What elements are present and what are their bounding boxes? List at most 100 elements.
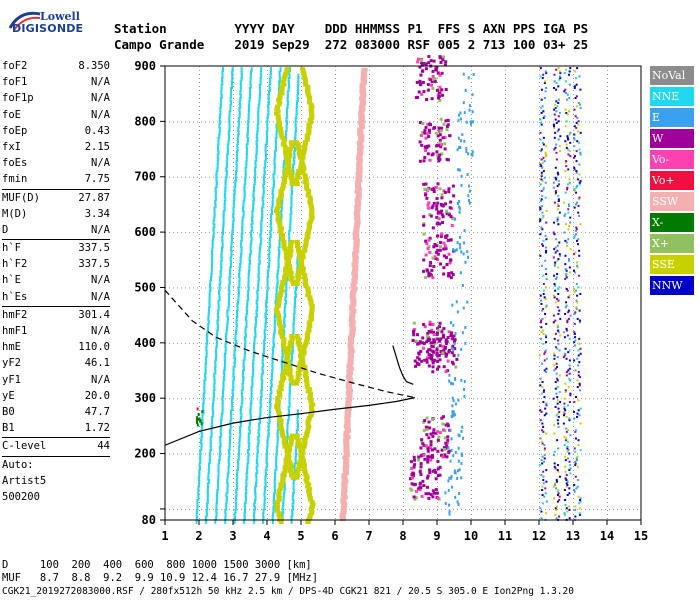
echo-w [422,215,426,219]
grid-dot [437,346,438,347]
grid-dot [607,378,608,379]
echo-sse [296,246,302,251]
grid-dot [461,508,462,510]
echo-nne [208,296,211,302]
grid-dot [403,442,404,443]
grid-dot [471,106,472,107]
grid-dot [267,174,268,175]
echo-nne [246,293,249,298]
echo-sse [276,199,282,204]
echo-nne [215,492,218,498]
echo-nne [264,482,267,488]
grid-dot [617,287,618,289]
grid-dot [267,190,268,191]
grid-dot [637,342,638,344]
echo-nne [245,163,248,169]
echo-nne [224,336,227,342]
grid-dot [607,446,608,447]
echo-sse [302,435,308,440]
grid-dot [505,510,506,511]
echo-nne [253,176,256,182]
echo-sse [297,153,303,158]
echo-nne [235,319,238,325]
echo-w [440,152,444,156]
echo-w [434,257,438,261]
echo-ssw [342,468,349,473]
echo-nne [256,126,259,132]
grid-dot [335,274,336,275]
grid-dot [199,226,200,227]
grid-dot [335,106,336,107]
echo-nne [218,116,221,122]
echo-sse [282,371,288,376]
grid-dot [607,466,608,467]
grid-dot [573,354,574,355]
grid-dot [233,318,234,319]
echo-nne [231,83,234,89]
grid-dot [607,358,608,359]
echo-nne [240,249,243,255]
grid-dot [569,287,570,289]
grid-dot [365,287,366,289]
echo-nne [220,419,223,425]
grid-dot [199,78,200,79]
echo-sse [281,242,287,247]
grid-dot [381,453,382,455]
grid-dot [529,176,530,178]
echo-sse [303,78,309,83]
grid-dot [267,82,268,83]
grid-dot [461,398,462,400]
echo-sse [289,180,295,185]
grid-dot [337,453,338,455]
grid-dot [625,508,626,510]
echo-w [420,61,424,65]
echo-nne [256,293,259,298]
echo-w [412,321,416,325]
grid-dot [369,458,370,459]
grid-dot [233,274,234,275]
grid-dot [369,414,370,415]
echo-sse [278,290,284,295]
echo-nne [288,233,291,239]
grid-dot [471,286,472,287]
grid-dot [465,287,466,289]
grid-dot [525,121,526,123]
echo-sse [286,255,292,260]
echo-sse [283,151,289,156]
grid-dot [477,342,478,344]
grid-dot [437,434,438,435]
echo-nne [256,136,259,142]
grid-dot [505,394,506,395]
echo-nne [249,243,252,249]
grid-dot [505,358,506,359]
grid-dot [403,374,404,375]
grid-dot [301,422,302,423]
echo-nne [217,150,220,156]
echo-nne [268,259,271,265]
echo-nne [242,213,245,219]
grid-dot [573,170,574,171]
grid-dot [539,422,540,423]
grid-dot [369,386,370,387]
grid-dot [335,82,336,83]
grid-dot [267,210,268,211]
echo-sse [283,248,289,253]
echo-ssw [347,359,354,364]
grid-dot [607,126,608,127]
grid-dot [537,508,538,510]
echo-sse [288,374,294,379]
echo-nne [264,319,267,325]
echo-nne [227,465,230,471]
echo-nne [215,180,218,186]
grid-dot [403,226,404,227]
grid-dot [449,232,450,234]
echo-nne [197,492,200,498]
grid-dot [521,508,522,510]
echo-sse [275,217,281,222]
grid-dot [265,121,266,123]
grid-dot [433,398,434,400]
grid-dot [617,232,618,234]
echo-nne [278,243,281,249]
grid-dot [573,226,574,227]
grid-dot [539,326,540,327]
